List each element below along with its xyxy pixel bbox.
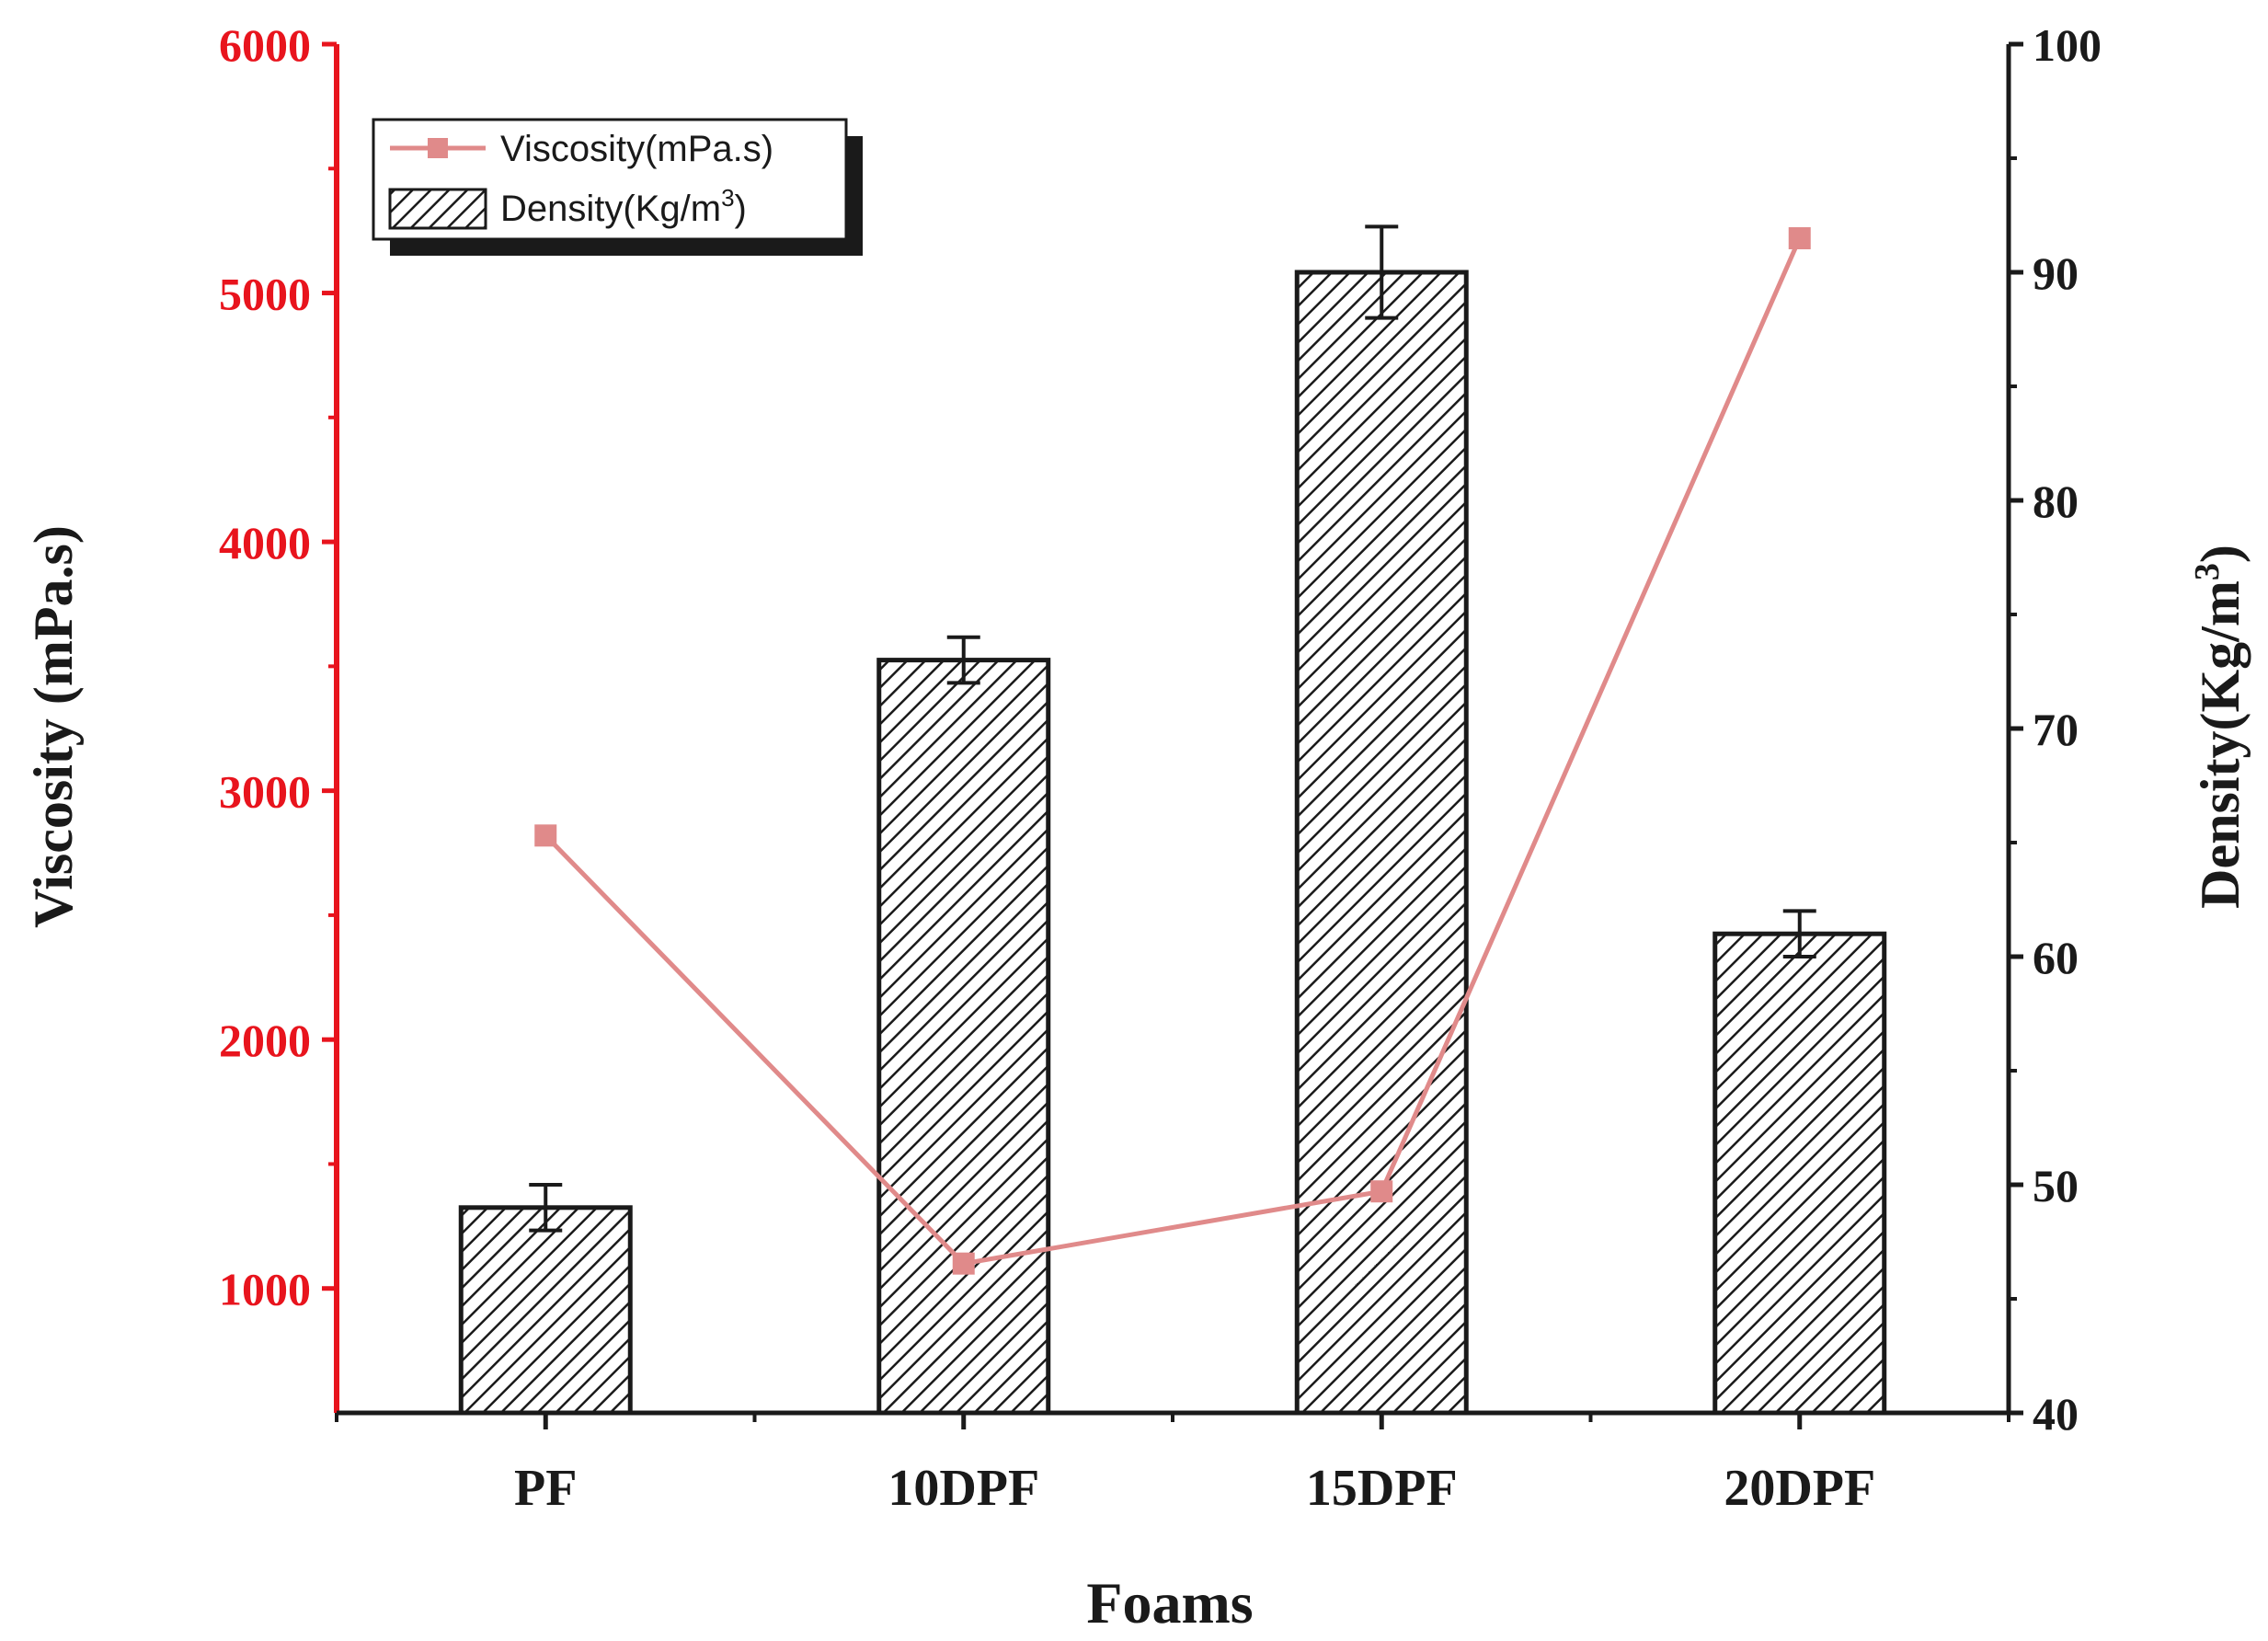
legend-density-swatch xyxy=(388,188,487,230)
right-tick-label: 100 xyxy=(2033,19,2102,71)
density-bar-10dpf xyxy=(876,658,1051,1416)
viscosity-point-15dpf xyxy=(1370,1180,1393,1203)
left-axis-ticks: 1000 2000 3000 4000 5000 6000 xyxy=(219,19,337,1315)
left-tick-label: 5000 xyxy=(219,269,311,320)
right-tick-label: 50 xyxy=(2033,1160,2079,1211)
left-axis-title: Viscosity (mPa.s) xyxy=(23,525,84,928)
density-bars xyxy=(458,270,1887,1416)
legend-viscosity-label: Viscosity(mPa.s) xyxy=(500,129,773,169)
x-axis-ticks: PF 10DPF 15DPF 20DPF xyxy=(335,1413,2010,1517)
right-axis-ticks: 40 50 60 70 80 90 100 xyxy=(2009,19,2102,1440)
density-bar-15dpf xyxy=(1294,270,1469,1416)
legend: Viscosity(mPa.s) Density(Kg/m3) xyxy=(372,118,863,256)
legend-density-label: Density(Kg/m3) xyxy=(500,184,747,229)
right-tick-label: 60 xyxy=(2033,932,2079,983)
right-tick-label: 80 xyxy=(2033,476,2079,527)
left-tick-label: 6000 xyxy=(219,19,311,71)
x-tick-label-20dpf: 20DPF xyxy=(1724,1460,1875,1517)
x-tick-label-pf: PF xyxy=(514,1460,577,1517)
left-tick-label: 3000 xyxy=(219,766,311,818)
density-error-bars xyxy=(529,224,1816,1233)
legend-viscosity-marker xyxy=(428,138,448,158)
right-axis-title: Density(Kg/m3) xyxy=(2188,545,2251,909)
density-bar-pf xyxy=(458,1205,633,1416)
viscosity-point-pf xyxy=(534,824,557,847)
viscosity-point-10dpf xyxy=(952,1252,975,1275)
right-tick-label: 40 xyxy=(2033,1388,2079,1440)
left-tick-label: 1000 xyxy=(219,1264,311,1315)
left-tick-label: 4000 xyxy=(219,517,311,568)
right-tick-label: 90 xyxy=(2033,247,2079,299)
right-tick-label: 70 xyxy=(2033,704,2079,755)
x-tick-label-10dpf: 10DPF xyxy=(888,1460,1039,1517)
viscosity-line xyxy=(534,227,1811,1275)
viscosity-polyline xyxy=(544,237,1803,1267)
x-tick-label-15dpf: 15DPF xyxy=(1306,1460,1458,1517)
viscosity-point-20dpf xyxy=(1788,227,1811,250)
density-bar-20dpf xyxy=(1712,931,1887,1416)
x-axis-title: Foams xyxy=(1086,1570,1253,1635)
left-tick-label: 2000 xyxy=(219,1015,311,1066)
